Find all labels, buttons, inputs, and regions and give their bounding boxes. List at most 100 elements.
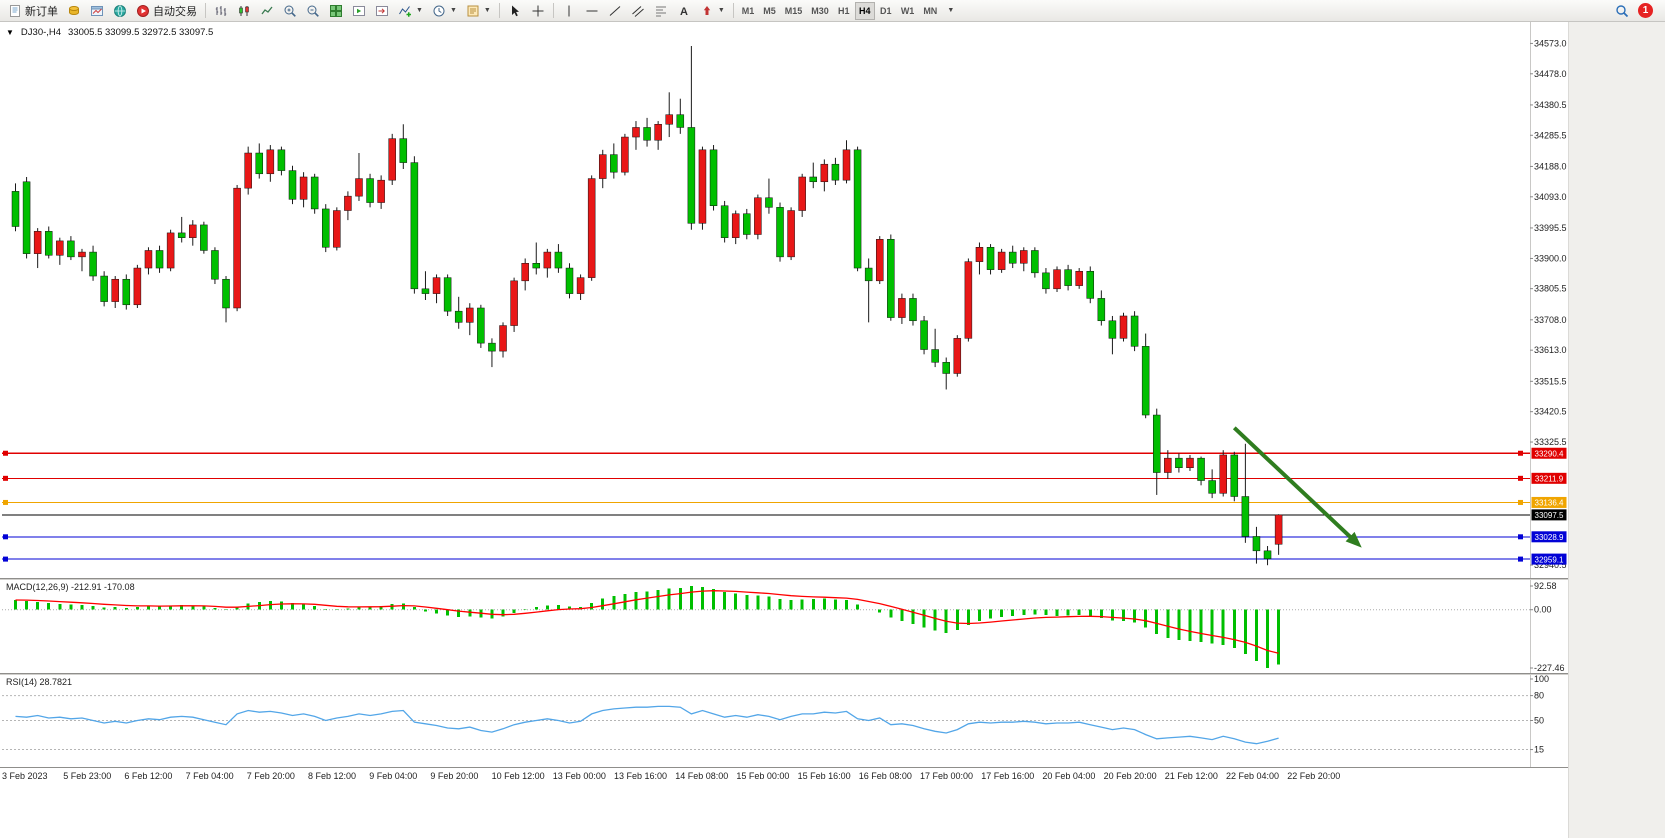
candle xyxy=(997,248,1006,273)
candle-body xyxy=(731,213,740,238)
candle-body xyxy=(598,154,607,179)
indicators-button[interactable]: ▼ xyxy=(394,1,427,21)
timeframe-mn-button[interactable]: MN xyxy=(919,2,941,20)
chart-shift-button[interactable] xyxy=(371,1,393,21)
line-handle[interactable] xyxy=(1518,475,1523,481)
toolbar-separator xyxy=(552,3,554,18)
crosshair-icon xyxy=(532,5,544,16)
candle-body xyxy=(953,338,962,374)
timeframe-m1-button[interactable]: M1 xyxy=(738,2,759,20)
search-icon xyxy=(1616,4,1629,17)
candle-body xyxy=(244,152,252,189)
line-chart-button[interactable] xyxy=(256,1,278,21)
panel-splitter[interactable] xyxy=(0,578,1568,580)
panel-splitter[interactable] xyxy=(0,767,1568,768)
channel-tool-button[interactable] xyxy=(627,1,649,21)
timeframe-d1-button[interactable]: D1 xyxy=(876,2,896,20)
line-handle[interactable] xyxy=(1518,450,1523,456)
crosshair-button[interactable] xyxy=(527,1,549,21)
price-badge-label: 33028.9 xyxy=(1535,533,1564,542)
tile-windows-button[interactable] xyxy=(325,1,347,21)
notification-badge[interactable]: 1 xyxy=(1638,3,1653,18)
trend-arrow-line[interactable] xyxy=(1232,426,1356,543)
line-handle[interactable] xyxy=(3,450,8,456)
timeframe-m15-button[interactable]: M15 xyxy=(781,2,807,20)
templates-button[interactable]: ▼ xyxy=(462,1,495,21)
candle xyxy=(355,153,363,201)
price-badge xyxy=(1531,472,1567,484)
candle xyxy=(754,194,762,240)
candle xyxy=(820,159,829,192)
candle-body xyxy=(1274,514,1283,545)
dropdown-caret-icon: ▼ xyxy=(717,7,725,14)
fibonacci-icon xyxy=(655,6,666,16)
candle-body xyxy=(831,163,840,181)
community-button[interactable] xyxy=(109,1,131,21)
candle-body xyxy=(1164,457,1172,473)
rsi-panel[interactable]: 100 80 50 15 xyxy=(0,675,1568,767)
one-click-trading-toggle[interactable]: ▼ xyxy=(6,28,14,37)
arrows-tool-button[interactable]: ▼ xyxy=(696,1,729,21)
candle xyxy=(44,226,53,259)
candle xyxy=(1252,526,1261,564)
timeframe-m30-button[interactable]: M30 xyxy=(807,2,833,20)
price-tick-label: 33613.0 xyxy=(1534,345,1567,355)
candle xyxy=(399,124,408,169)
new-order-icon xyxy=(10,4,20,17)
rsi-tick-label: 100 xyxy=(1534,675,1549,684)
macd-panel[interactable]: 92.58 0.00 -227.46 xyxy=(0,580,1568,673)
chart-window[interactable]: ▼ DJ30-,H4 33005.5 33099.5 32972.5 33097… xyxy=(0,22,1568,838)
fibonacci-tool-button[interactable] xyxy=(650,1,672,21)
panel-splitter[interactable] xyxy=(0,673,1568,675)
candle xyxy=(321,204,330,253)
cursor-icon xyxy=(511,5,519,16)
zoom-in-button[interactable] xyxy=(279,1,301,21)
auto-scroll-button[interactable] xyxy=(348,1,370,21)
line-handle[interactable] xyxy=(3,556,8,562)
cursor-button[interactable] xyxy=(504,1,526,21)
periods-button[interactable]: ▼ xyxy=(428,1,461,21)
candle-body xyxy=(875,239,884,282)
market-watch-button[interactable] xyxy=(63,1,85,21)
candle-body xyxy=(909,298,917,322)
timeframe-w1-button[interactable]: W1 xyxy=(897,2,919,20)
time-axis[interactable]: 3 Feb 2023 5 Feb 23:00 6 Feb 12:00 7 Feb 04… xyxy=(0,768,1568,786)
rsi-tick-label: 50 xyxy=(1534,716,1544,726)
candle-body xyxy=(1020,250,1028,264)
text-tool-button[interactable]: A xyxy=(673,1,695,21)
timeframe-h1-button[interactable]: H1 xyxy=(834,2,854,20)
line-handle[interactable] xyxy=(1518,534,1523,540)
trend-arrow-head[interactable] xyxy=(1345,531,1362,548)
line-handle[interactable] xyxy=(3,534,8,540)
timeframe-m5-button[interactable]: M5 xyxy=(759,2,780,20)
new-chart-button[interactable] xyxy=(86,1,108,21)
tile-windows-icon xyxy=(330,4,342,17)
line-handle[interactable] xyxy=(3,475,8,481)
timeframe-h4-button[interactable]: H4 xyxy=(854,1,875,20)
horizontal-line-tool-button[interactable] xyxy=(581,1,603,21)
main-price-chart[interactable]: 34573.0 34478.0 34380.5 34285.5 34188.0 34093… xyxy=(0,22,1568,578)
toolbar-overflow-button[interactable]: ▼ xyxy=(942,1,958,21)
search-button[interactable] xyxy=(1611,1,1633,21)
candle-body xyxy=(421,288,430,294)
candle-body xyxy=(1141,346,1150,416)
candle xyxy=(1141,333,1150,419)
line-handle[interactable] xyxy=(1518,499,1523,505)
new-order-button[interactable]: 新订单 xyxy=(4,1,62,21)
candle xyxy=(953,335,962,377)
time-label: 10 Feb 12:00 xyxy=(491,771,545,781)
line-handle[interactable] xyxy=(3,499,8,505)
zoom-out-button[interactable] xyxy=(302,1,324,21)
candle-body xyxy=(366,178,374,203)
bar-chart-button[interactable] xyxy=(210,1,232,21)
line-chart-icon xyxy=(261,6,273,14)
trendline-tool-button[interactable] xyxy=(604,1,626,21)
autotrade-button[interactable]: 自动交易 xyxy=(132,1,201,21)
candle xyxy=(798,173,806,217)
candlestick-chart-button[interactable] xyxy=(233,1,255,21)
candle-body xyxy=(122,278,131,306)
vertical-line-tool-button[interactable] xyxy=(558,1,580,21)
line-handle[interactable] xyxy=(1518,556,1523,562)
candle-body xyxy=(687,127,696,224)
candle xyxy=(1263,546,1272,566)
